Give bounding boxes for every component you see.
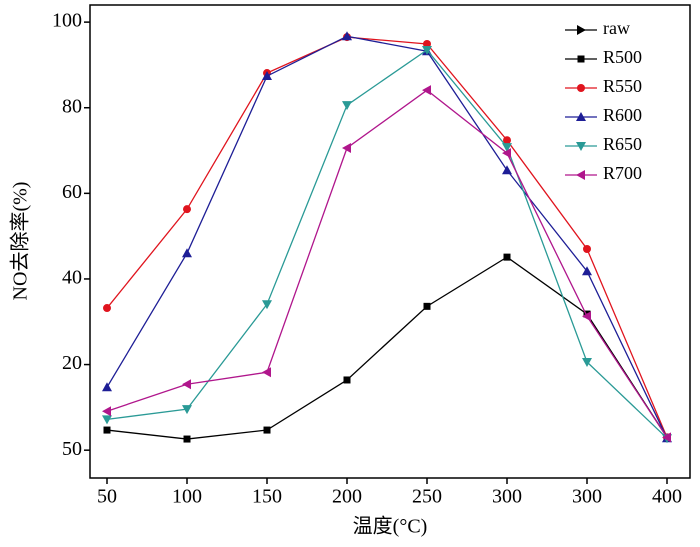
x-tick-label: 100 bbox=[172, 486, 202, 508]
y-tick-label: 40 bbox=[62, 267, 82, 289]
data-point bbox=[262, 367, 271, 378]
legend-marker bbox=[577, 55, 585, 63]
data-point bbox=[582, 266, 592, 276]
data-point bbox=[102, 415, 112, 425]
legend-label: raw bbox=[603, 18, 630, 38]
data-point bbox=[183, 205, 191, 214]
data-point bbox=[182, 379, 191, 390]
x-tick-label: 150 bbox=[252, 486, 282, 508]
data-point bbox=[182, 248, 192, 258]
series-line bbox=[106, 256, 668, 440]
data-point bbox=[502, 165, 512, 175]
x-tick-label: 200 bbox=[332, 486, 362, 508]
series-line bbox=[106, 35, 668, 439]
data-point bbox=[182, 405, 192, 415]
data-point bbox=[423, 302, 431, 310]
data-point bbox=[183, 435, 191, 443]
legend-marker bbox=[577, 84, 585, 92]
data-point bbox=[342, 142, 351, 153]
y-axis-label: NO去除率(%) bbox=[9, 182, 32, 301]
y-tick-label: 60 bbox=[62, 181, 82, 203]
plot-frame bbox=[89, 4, 691, 479]
data-point bbox=[422, 85, 431, 96]
data-point bbox=[503, 253, 511, 261]
data-point bbox=[343, 376, 351, 384]
data-point bbox=[102, 382, 112, 392]
x-tick-label: 50 bbox=[97, 486, 117, 508]
data-point bbox=[103, 426, 111, 434]
legend-marker bbox=[576, 142, 586, 151]
x-axis-label: 温度(°C) bbox=[353, 515, 428, 538]
legend-marker bbox=[577, 25, 586, 35]
legend-label: R600 bbox=[603, 105, 642, 125]
data-point bbox=[582, 311, 591, 322]
series-line bbox=[106, 89, 668, 438]
data-point bbox=[342, 101, 352, 111]
y-tick-label: 80 bbox=[62, 95, 82, 117]
data-point bbox=[263, 426, 271, 434]
x-tick-label: 300 bbox=[492, 486, 522, 508]
data-point bbox=[503, 136, 511, 145]
legend-label: R500 bbox=[603, 47, 642, 67]
data-point bbox=[582, 357, 592, 367]
data-point bbox=[262, 71, 272, 81]
series-line bbox=[106, 36, 668, 438]
data-point bbox=[662, 432, 671, 443]
data-point bbox=[103, 304, 111, 313]
y-tick-label: 20 bbox=[62, 352, 82, 374]
data-point bbox=[422, 45, 432, 55]
x-tick-label: 400 bbox=[652, 486, 682, 508]
legend-label: R550 bbox=[603, 76, 642, 96]
legend-label: R650 bbox=[603, 134, 642, 154]
data-point bbox=[102, 406, 111, 417]
y-tick-label: 50 bbox=[62, 438, 82, 460]
data-point bbox=[342, 31, 352, 41]
data-point bbox=[583, 244, 591, 253]
legend-marker bbox=[576, 170, 585, 180]
legend-marker bbox=[576, 112, 586, 121]
x-tick-label: 300 bbox=[572, 486, 602, 508]
data-point bbox=[262, 300, 272, 310]
series-line bbox=[106, 49, 668, 439]
data-point bbox=[502, 143, 512, 153]
data-point bbox=[502, 148, 511, 159]
legend-label: R700 bbox=[603, 163, 642, 183]
y-tick-label: 100 bbox=[52, 10, 82, 32]
x-tick-label: 250 bbox=[412, 486, 442, 508]
